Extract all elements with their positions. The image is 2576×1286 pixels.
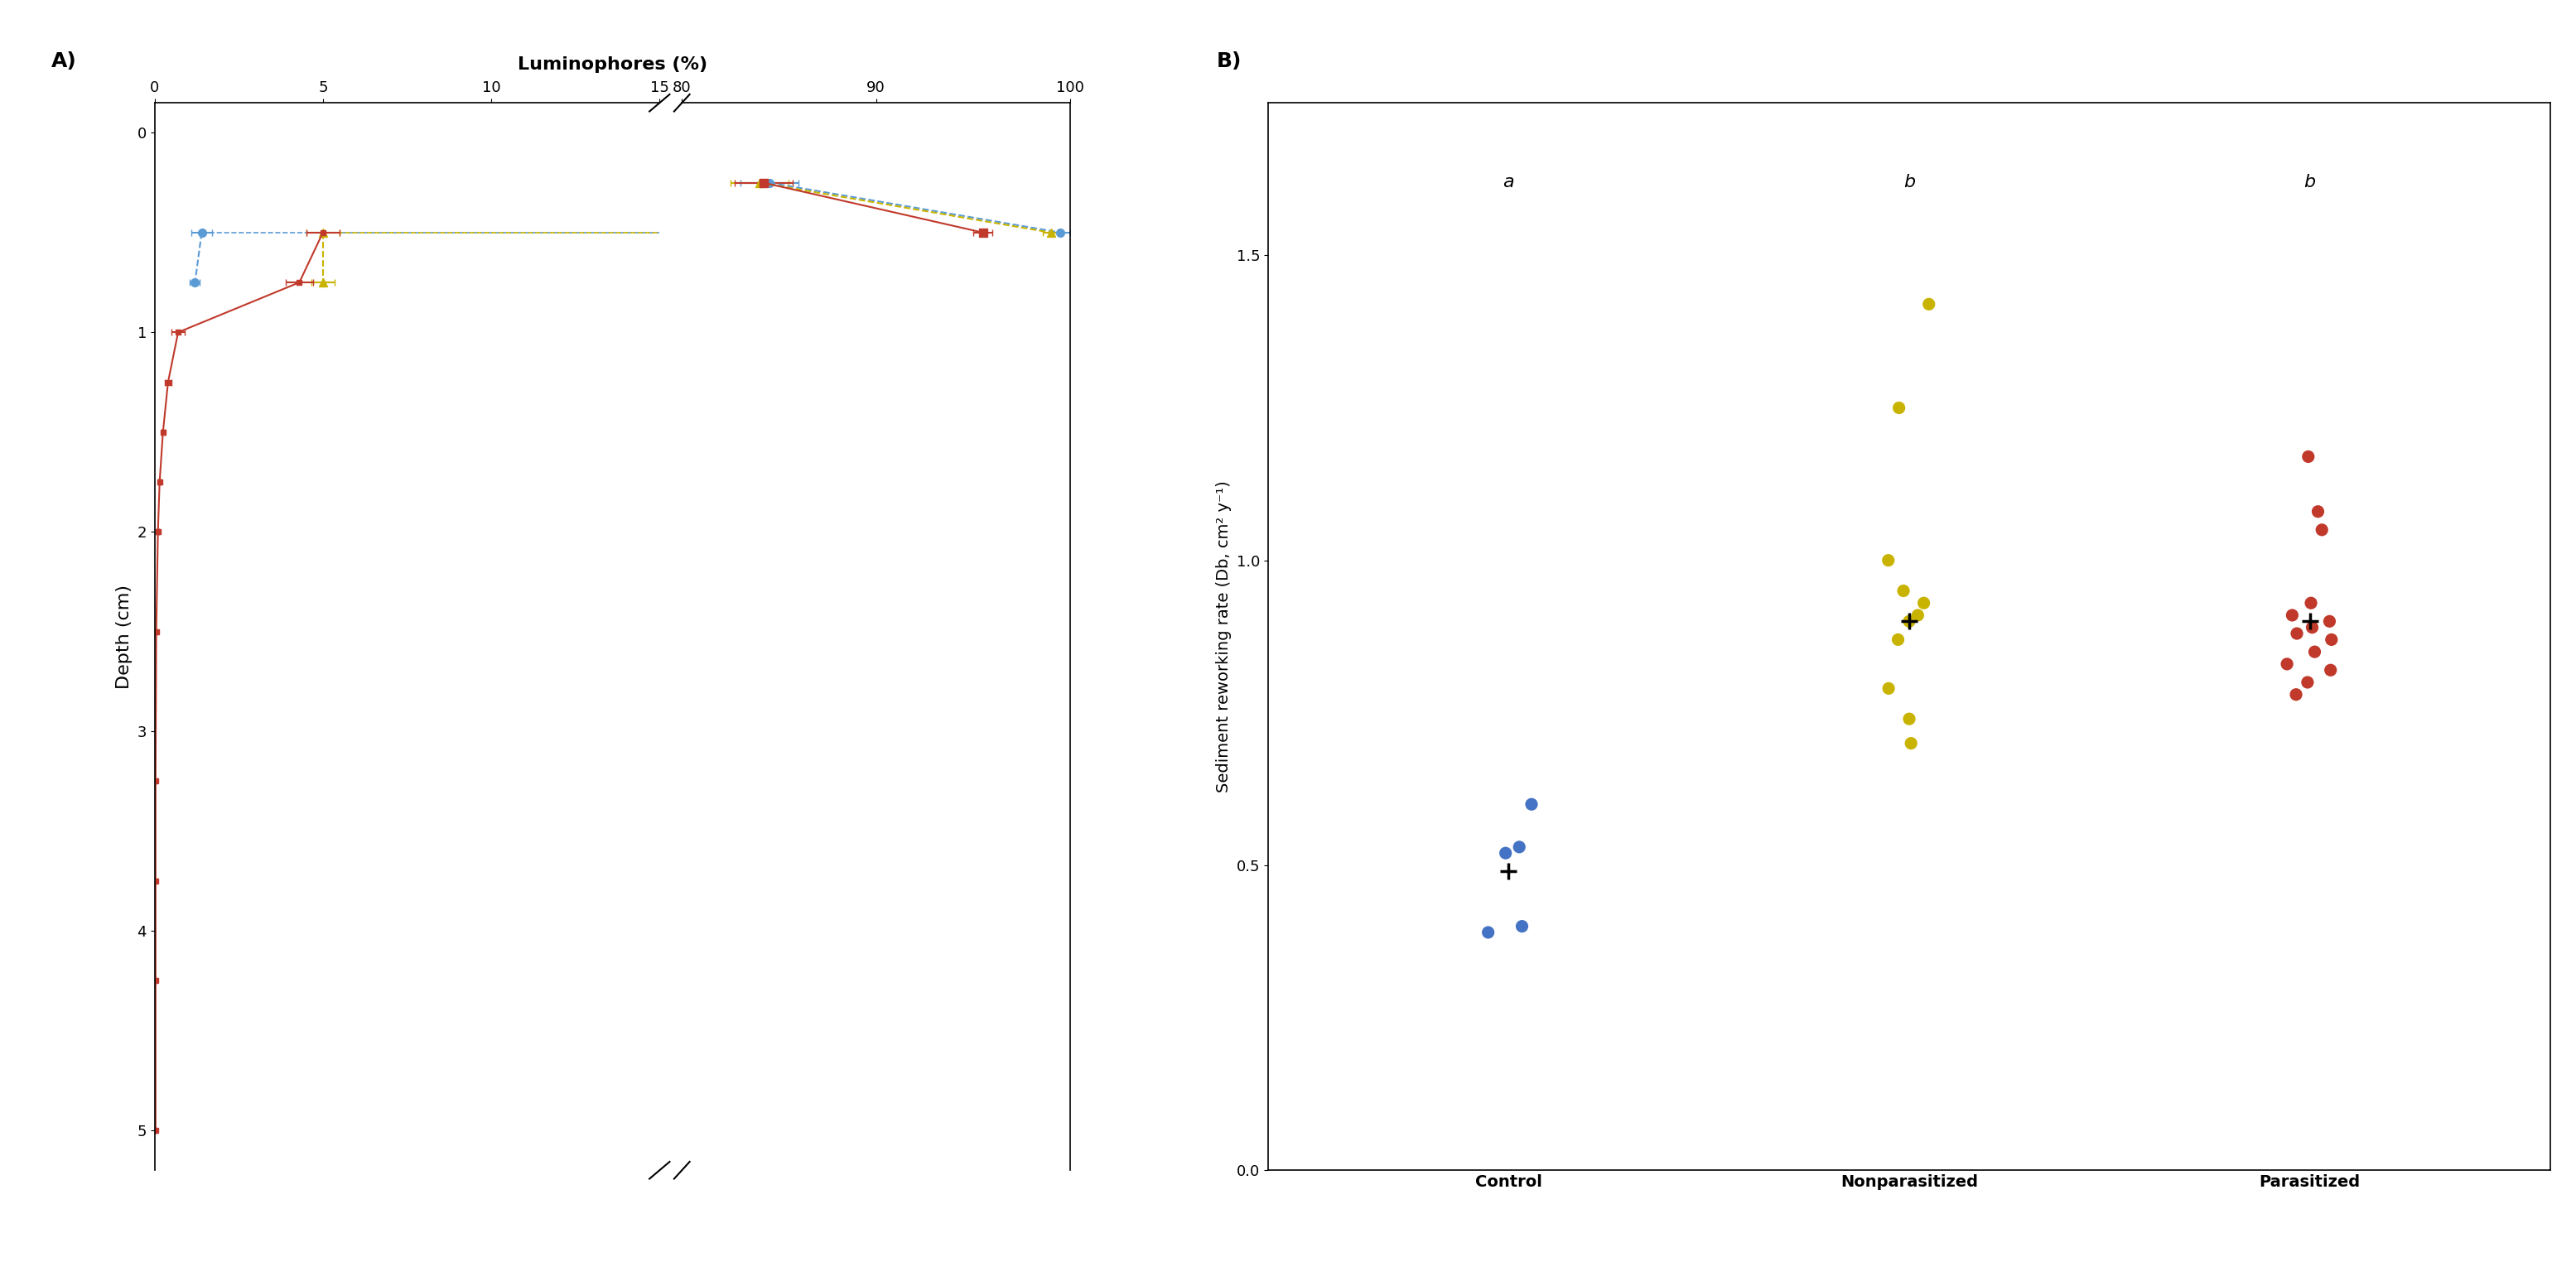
Point — [2287, 446, 2329, 467]
Text: b: b — [2303, 174, 2316, 190]
Text: a: a — [1502, 174, 1515, 190]
Point — [2295, 642, 2336, 662]
Point — [2290, 593, 2331, 613]
Point — [1878, 629, 1919, 649]
Point — [2293, 617, 2334, 638]
Point — [1883, 580, 1924, 601]
Point — [2272, 604, 2313, 625]
Point — [1891, 733, 1932, 754]
Legend: Control, Non-parasitized, Parasitized: Control, Non-parasitized, Parasitized — [1808, 1040, 1965, 1110]
Point — [2277, 624, 2318, 644]
Point — [1868, 550, 1909, 571]
Point — [1512, 793, 1553, 814]
Point — [1502, 916, 1543, 936]
Point — [1878, 397, 1919, 418]
Point — [1904, 593, 1945, 613]
Point — [2287, 673, 2329, 693]
Text: Luminophores (%): Luminophores (%) — [518, 57, 708, 72]
Point — [1499, 837, 1540, 858]
Point — [1896, 604, 1937, 625]
Text: b: b — [1904, 174, 1914, 190]
Point — [2267, 653, 2308, 674]
Text: A): A) — [52, 51, 77, 71]
Point — [2300, 520, 2342, 540]
Point — [2298, 502, 2339, 522]
Point — [1868, 678, 1909, 698]
Point — [2275, 684, 2316, 705]
Y-axis label: Depth (cm): Depth (cm) — [116, 584, 131, 689]
Y-axis label: Sediment reworking rate (Db, cm² y⁻¹): Sediment reworking rate (Db, cm² y⁻¹) — [1216, 481, 1231, 792]
Point — [2311, 629, 2352, 649]
Point — [1888, 709, 1929, 729]
Point — [1484, 842, 1525, 863]
Point — [1468, 922, 1510, 943]
Point — [1888, 611, 1929, 631]
Point — [2308, 611, 2349, 631]
Point — [2311, 660, 2352, 680]
Text: B): B) — [1216, 51, 1242, 71]
Point — [1909, 294, 1950, 315]
